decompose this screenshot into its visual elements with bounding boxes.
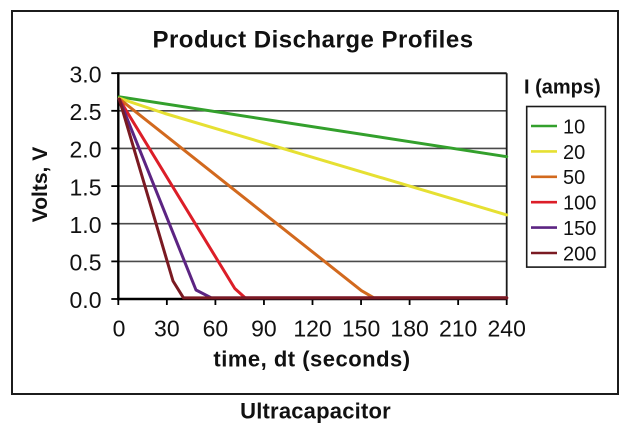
svg-text:180: 180 bbox=[390, 316, 428, 342]
svg-text:3.0: 3.0 bbox=[70, 61, 102, 87]
svg-text:Ultracapacitor: Ultracapacitor bbox=[240, 399, 391, 424]
svg-text:I (amps): I (amps) bbox=[524, 77, 601, 99]
svg-text:2.5: 2.5 bbox=[70, 99, 102, 125]
svg-text:150: 150 bbox=[342, 316, 380, 342]
svg-text:1.5: 1.5 bbox=[70, 174, 102, 200]
svg-text:2.0: 2.0 bbox=[70, 137, 102, 163]
svg-text:20: 20 bbox=[563, 142, 585, 164]
svg-text:50: 50 bbox=[563, 167, 585, 189]
svg-text:0.0: 0.0 bbox=[70, 287, 102, 313]
svg-text:Product Discharge Profiles: Product Discharge Profiles bbox=[152, 27, 473, 54]
svg-text:60: 60 bbox=[203, 316, 229, 342]
svg-text:0: 0 bbox=[113, 316, 126, 342]
svg-text:30: 30 bbox=[154, 316, 180, 342]
svg-text:100: 100 bbox=[563, 193, 596, 215]
svg-text:90: 90 bbox=[251, 316, 277, 342]
svg-text:Volts, V: Volts, V bbox=[29, 147, 52, 222]
svg-text:120: 120 bbox=[293, 316, 331, 342]
svg-text:1.0: 1.0 bbox=[70, 212, 102, 238]
svg-text:150: 150 bbox=[563, 218, 596, 240]
svg-text:210: 210 bbox=[439, 316, 477, 342]
svg-text:10: 10 bbox=[563, 116, 585, 138]
svg-text:200: 200 bbox=[563, 243, 596, 265]
svg-text:time, dt (seconds): time, dt (seconds) bbox=[213, 346, 410, 371]
svg-text:0.5: 0.5 bbox=[70, 250, 102, 276]
svg-text:240: 240 bbox=[488, 316, 526, 342]
